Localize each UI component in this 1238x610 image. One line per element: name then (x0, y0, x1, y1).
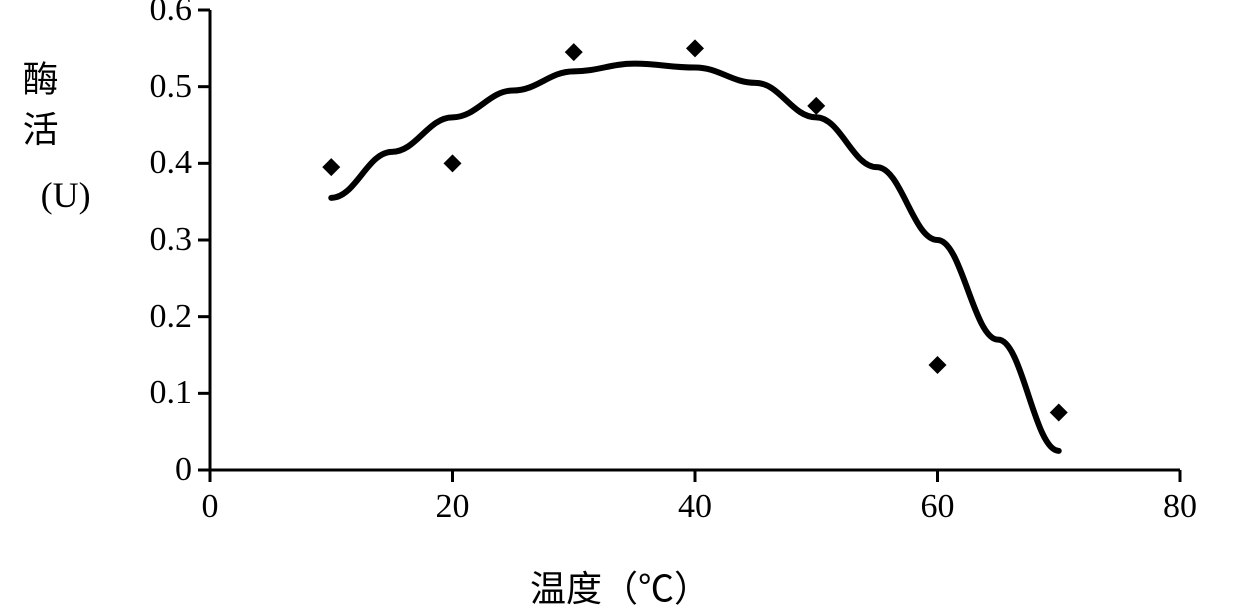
chart-plot-area (210, 10, 1180, 500)
axes (210, 10, 1180, 470)
scatter-point (1050, 404, 1068, 422)
scatter-point (565, 43, 583, 61)
x-axis-label: 温度（℃） (530, 560, 710, 610)
y-axis-label-cjk: 酶活 (8, 60, 66, 161)
y-axis-label: 酶活 (U) (8, 60, 123, 224)
scatter-point (686, 39, 704, 57)
y-tick-label: 0.6 (150, 0, 193, 29)
x-tick-label: 40 (678, 488, 712, 526)
trendline (331, 64, 1059, 451)
x-tick-label: 0 (202, 488, 219, 526)
y-tick-label: 0.4 (150, 144, 193, 182)
scatter-point (929, 356, 947, 374)
y-tick-label: 0.1 (150, 374, 193, 412)
x-tick-label: 80 (1163, 488, 1197, 526)
y-tick-label: 0.2 (150, 298, 193, 336)
x-tick-label: 20 (436, 488, 470, 526)
x-tick-label: 60 (921, 488, 955, 526)
scatter-point (322, 158, 340, 176)
scatter-point (444, 154, 462, 172)
y-tick-label: 0 (175, 451, 192, 489)
y-tick-label: 0.3 (150, 221, 193, 259)
y-axis-label-unit: (U) (8, 167, 123, 225)
scatter-point (807, 97, 825, 115)
y-tick-label: 0.5 (150, 68, 193, 106)
